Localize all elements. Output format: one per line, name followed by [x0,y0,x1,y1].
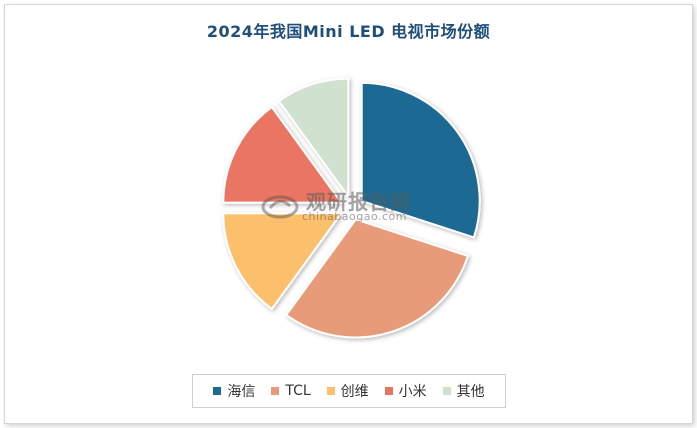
legend-swatch [213,387,222,395]
legend-swatch [442,387,451,395]
pie-slice-skyworth [222,212,344,311]
chart-frame [4,4,693,424]
chart-legend: 海信 TCL 创维 小米 其他 [192,374,506,408]
legend-swatch [326,387,335,395]
pie-slice-xiaomi [222,105,344,204]
legend-item-skyworth: 创维 [326,381,369,401]
legend-label: TCL [285,383,311,399]
legend-label: 创维 [340,384,369,400]
legend-swatch [384,387,393,395]
pie-slice-tcl [284,218,470,339]
legend-item-xiaomi: 小米 [384,381,427,401]
legend-label: 其他 [456,384,485,400]
legend-swatch [271,387,280,395]
pie-slice-hisense [360,81,481,239]
pie-slice-other [277,77,350,200]
chart-title: 2024年我国Mini LED 电视市场份额 [206,22,491,41]
legend-item-hisense: 海信 [213,381,255,401]
legend-item-other: 其他 [442,381,485,401]
legend-label: 海信 [227,384,256,400]
legend-label: 小米 [398,384,427,400]
legend-item-tcl: TCL [271,383,311,399]
